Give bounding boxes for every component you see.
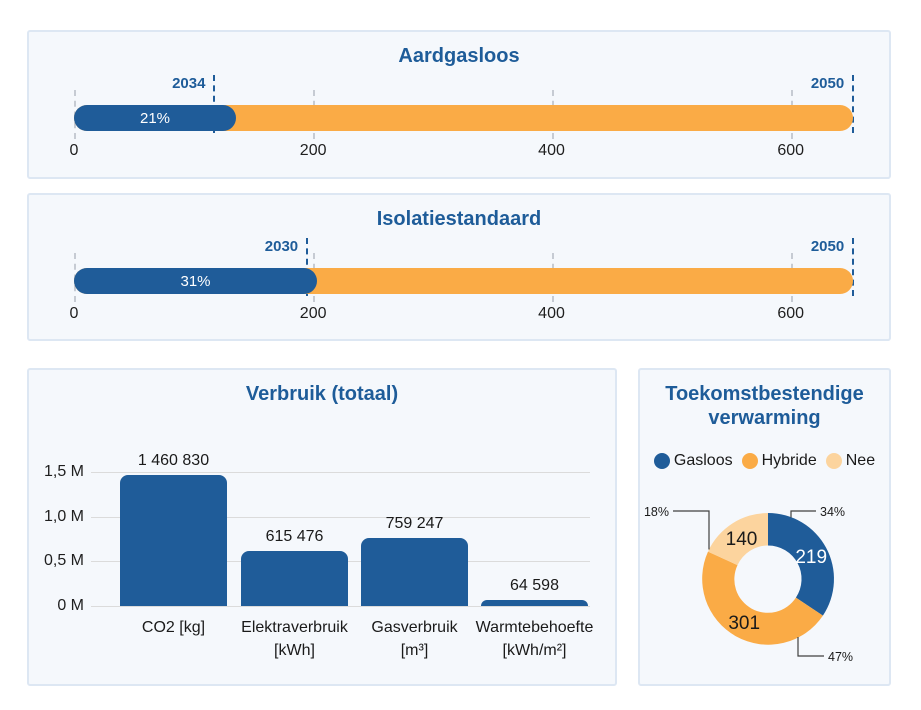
year-marker-label-2030: 2030 [264, 238, 299, 255]
slice-value-label: 140 [726, 529, 758, 550]
donut-legend: Gasloos Hybride Nee [640, 452, 889, 470]
category-label-line: Warmtebehoefte [475, 619, 594, 636]
panel-title-aardgasloos: Aardgasloos [398, 45, 520, 67]
panel-verbruik-totaal: Verbruik (totaal) 0 M 0,5 M 1,0 M 1,5 M 1 46… [27, 368, 617, 686]
progress-fill-completed[interactable]: 31% [74, 268, 318, 294]
axis-tick-label: 0 [69, 142, 79, 159]
year-marker-line-2050 [852, 238, 855, 296]
bar-elektraverbruik[interactable] [241, 551, 348, 606]
bar-category-label: Warmtebehoefte [kWh/m²] [476, 616, 594, 662]
legend-item-hybride[interactable]: Hybride [741, 452, 817, 470]
bar-category-label: Elektraverbruik [kWh] [241, 616, 348, 662]
bar-value-label: 615 476 [265, 528, 324, 546]
legend-item-nee[interactable]: Nee [825, 452, 876, 470]
slice-value-label: 301 [728, 613, 760, 634]
axis-labels-layer: 0 200 400 600 [70, 195, 853, 339]
slice-percent-label: 34% [820, 505, 845, 519]
panel-toekomstbestendige-verwarming: Toekomstbestendige verwarming Gasloos Hyb… [638, 368, 891, 686]
callout-line-hybride [797, 637, 824, 657]
y-axis-label: 0,5 M [43, 552, 84, 570]
y-axis-label: 1,0 M [43, 507, 84, 525]
bar-gasverbruik[interactable] [361, 538, 468, 606]
slice-value-label: 219 [795, 547, 827, 568]
donut-chart-verwarming: 219 301 140 34% 47% 18% [644, 505, 853, 664]
category-label-line: [kWh] [274, 642, 315, 659]
callout-line-nee [673, 510, 710, 550]
progress-chart-aardgasloos: 2034 2050 21% 0 200 400 600 [70, 32, 855, 177]
year-marker-line-2034 [213, 75, 216, 133]
bar-chart-verbruik: 0 M 0,5 M 1,0 M 1,5 M 1 460 830 CO2 [kg] 615 4… [29, 370, 615, 684]
y-axis-label: 0 M [57, 597, 84, 614]
axis-tick-label: 0 [69, 305, 79, 322]
axis-labels-layer: 0 200 400 600 [70, 32, 853, 177]
year-marker-label-2034: 2034 [172, 75, 206, 92]
bar-category-label: CO2 [kg] [142, 616, 205, 639]
progress-chart-isolatiestandaard: 2030 2050 31% 0 200 400 600 [70, 195, 855, 339]
bar-warmtebehoefte[interactable] [481, 600, 588, 606]
legend-label: Gasloos [673, 452, 733, 469]
year-marker-label-2050: 2050 [810, 75, 845, 92]
donut-slice-hybride[interactable] [702, 551, 823, 645]
y-axis-label: 1,5 M [43, 463, 84, 480]
axis-tick-label: 400 [538, 305, 565, 322]
bar-co2-kg[interactable] [120, 475, 227, 606]
donut-slice-gasloos[interactable] [768, 513, 834, 616]
legend-label: Nee [845, 452, 876, 469]
category-label-line: [kWh/m²] [502, 642, 567, 659]
year-markers-layer: 2030 2050 [74, 195, 855, 339]
category-label-line: Gasverbruik [371, 619, 458, 636]
progress-fill-completed[interactable]: 21% [74, 105, 237, 131]
donut-slice-nee[interactable] [708, 513, 768, 566]
panel-isolatiestandaard: Isolatiestandaard 2030 2050 31% 0 200 400 60… [27, 193, 891, 341]
legend-item-gasloos[interactable]: Gasloos [653, 452, 733, 470]
year-marker-label-2050: 2050 [810, 238, 845, 255]
progress-track-remaining[interactable]: 21% [74, 105, 853, 131]
progress-percent-label: 31% [180, 272, 211, 290]
category-label-line: CO2 [kg] [141, 619, 206, 636]
gridline-0-m [91, 606, 590, 607]
legend-swatch-nee [825, 453, 842, 469]
panel-aardgasloos: Aardgasloos 2034 2050 21% 0 200 400 600 [27, 30, 891, 179]
panel-title-verwarming: Toekomstbestendige verwarming [665, 383, 864, 429]
year-markers-layer: 2034 2050 [74, 32, 855, 177]
bar-value-label: 64 598 [510, 577, 559, 595]
bar-value-label: 759 247 [385, 515, 444, 533]
bar-value-label: 1 460 830 [137, 452, 210, 470]
axis-tick-label: 200 [299, 305, 327, 322]
gridline-1-5-m [91, 472, 590, 473]
legend-swatch-hybride [741, 453, 758, 469]
slice-percent-label: 18% [644, 505, 669, 519]
year-marker-line-2030 [306, 238, 309, 296]
slice-percent-label: 47% [828, 650, 853, 664]
panel-title-isolatiestandaard: Isolatiestandaard [376, 208, 542, 230]
axis-tick-label: 600 [777, 142, 805, 159]
legend-label: Hybride [761, 452, 817, 469]
axis-tick-label: 400 [538, 142, 565, 159]
category-label-line: Elektraverbruik [241, 619, 348, 636]
legend-swatch-gasloos [653, 453, 670, 469]
gridline-1-0-m [91, 516, 590, 518]
callout-line-gasloos [790, 510, 816, 518]
axis-tick-label: 600 [777, 305, 805, 322]
progress-track-remaining[interactable]: 31% [74, 268, 853, 294]
progress-percent-label: 21% [140, 109, 171, 127]
bar-category-label: Gasverbruik [m³] [371, 616, 457, 662]
category-label-line: [m³] [400, 642, 429, 659]
axis-tick-label: 200 [299, 142, 327, 159]
year-marker-line-2050 [852, 75, 855, 133]
panel-title-verbruik: Verbruik (totaal) [245, 383, 399, 405]
